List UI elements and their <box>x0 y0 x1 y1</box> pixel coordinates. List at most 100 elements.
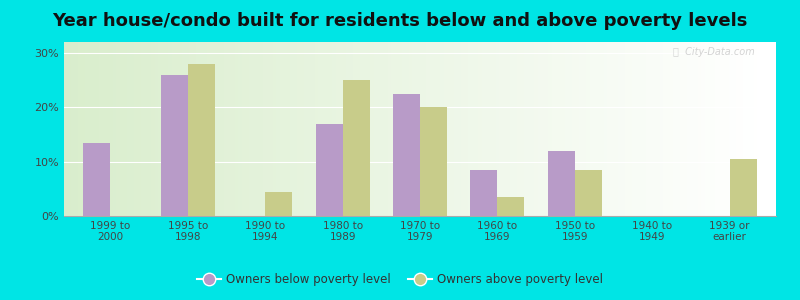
Bar <box>566 42 569 216</box>
Bar <box>475 42 478 216</box>
Bar <box>374 42 378 216</box>
Bar <box>558 42 562 216</box>
Bar <box>182 42 186 216</box>
Bar <box>579 42 583 216</box>
Bar <box>277 42 280 216</box>
Bar <box>574 170 602 216</box>
Bar <box>444 42 447 216</box>
Bar <box>545 42 548 216</box>
Bar <box>638 42 642 216</box>
Bar <box>193 42 196 216</box>
Bar <box>600 42 604 216</box>
Bar <box>750 42 754 216</box>
Bar <box>304 42 308 216</box>
Bar <box>391 42 395 216</box>
Bar <box>482 42 486 216</box>
Bar <box>266 191 292 216</box>
Bar <box>450 42 454 216</box>
Bar <box>322 42 325 216</box>
Bar <box>270 42 273 216</box>
Bar <box>144 42 147 216</box>
Bar <box>336 42 339 216</box>
Bar <box>266 42 270 216</box>
Bar <box>385 42 388 216</box>
Bar <box>416 42 419 216</box>
Bar <box>353 42 357 216</box>
Bar <box>597 42 600 216</box>
Bar <box>743 42 746 216</box>
Bar <box>514 42 517 216</box>
Bar <box>604 42 607 216</box>
Bar <box>614 42 618 216</box>
Bar <box>388 42 391 216</box>
Bar <box>190 42 193 216</box>
Bar <box>134 42 137 216</box>
Bar <box>437 42 440 216</box>
Bar <box>730 159 757 216</box>
Bar <box>329 42 332 216</box>
Bar <box>663 42 666 216</box>
Bar <box>492 42 496 216</box>
Bar <box>346 42 350 216</box>
Bar <box>298 42 301 216</box>
Bar <box>165 42 169 216</box>
Bar <box>555 42 558 216</box>
Bar <box>754 42 757 216</box>
Bar <box>137 42 141 216</box>
Bar <box>458 42 461 216</box>
Bar <box>228 42 231 216</box>
Bar <box>757 42 761 216</box>
Bar <box>573 42 576 216</box>
Bar <box>635 42 638 216</box>
Bar <box>530 42 534 216</box>
Bar <box>126 42 130 216</box>
Bar <box>402 42 406 216</box>
Bar <box>517 42 520 216</box>
Bar <box>625 42 628 216</box>
Bar <box>130 42 134 216</box>
Bar <box>367 42 370 216</box>
Bar <box>702 42 705 216</box>
Bar <box>395 42 398 216</box>
Bar <box>670 42 674 216</box>
Bar <box>301 42 304 216</box>
Bar <box>470 170 498 216</box>
Bar <box>687 42 691 216</box>
Bar <box>674 42 677 216</box>
Bar <box>218 42 221 216</box>
Bar <box>393 94 420 216</box>
Bar <box>294 42 298 216</box>
Bar <box>88 42 92 216</box>
Bar <box>332 42 336 216</box>
Bar <box>363 42 367 216</box>
Bar <box>325 42 329 216</box>
Bar <box>503 42 506 216</box>
Bar <box>85 42 88 216</box>
Bar <box>677 42 681 216</box>
Bar <box>409 42 412 216</box>
Bar <box>110 42 113 216</box>
Bar <box>106 42 110 216</box>
Bar <box>315 124 342 216</box>
Bar <box>398 42 402 216</box>
Bar <box>576 42 579 216</box>
Text: Year house/condo built for residents below and above poverty levels: Year house/condo built for residents bel… <box>52 12 748 30</box>
Bar <box>360 42 363 216</box>
Bar <box>370 42 374 216</box>
Bar <box>210 42 214 216</box>
Bar <box>649 42 653 216</box>
Bar <box>245 42 249 216</box>
Bar <box>733 42 736 216</box>
Bar <box>162 42 165 216</box>
Bar <box>569 42 573 216</box>
Bar <box>538 42 541 216</box>
Bar <box>255 42 259 216</box>
Bar <box>314 42 318 216</box>
Bar <box>406 42 409 216</box>
Bar <box>607 42 610 216</box>
Bar <box>722 42 726 216</box>
Bar <box>736 42 740 216</box>
Bar <box>231 42 234 216</box>
Bar <box>541 42 545 216</box>
Bar <box>548 151 574 216</box>
